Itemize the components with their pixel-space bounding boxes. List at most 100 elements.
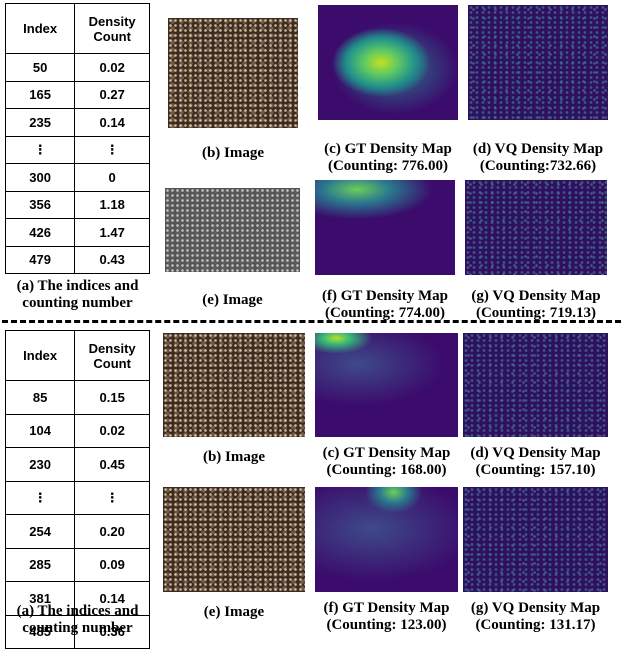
- header-cell: Index: [6, 4, 75, 54]
- table-cell: 300: [6, 164, 75, 192]
- table-cell: 0: [75, 164, 150, 192]
- image-caption: (f) GT Density Map(Counting: 123.00): [307, 600, 467, 634]
- caption-line: (f) GT Density Map: [307, 600, 467, 617]
- image-caption: (e) Image: [153, 292, 313, 309]
- table-row: ⋮⋮: [6, 481, 150, 515]
- crowd-image: [165, 188, 300, 272]
- crowd-image: [168, 18, 298, 128]
- table-cell: 0.15: [75, 381, 150, 415]
- caption-line: (c) GT Density Map: [307, 445, 467, 462]
- density-map: [465, 180, 607, 275]
- table-cell: 0.09: [75, 548, 150, 582]
- header-cell: Index: [6, 331, 75, 381]
- caption-line: (Counting: 131.17): [456, 617, 616, 634]
- image-caption: (e) Image: [154, 604, 314, 621]
- table-cell: 0.02: [75, 414, 150, 448]
- image-caption: (b) Image: [153, 145, 313, 162]
- table-cell: 0.27: [75, 81, 150, 109]
- density-map: [463, 487, 608, 592]
- caption-line: (a) The indices and: [0, 603, 155, 620]
- caption-line: (e) Image: [153, 292, 313, 309]
- crowd-image: [163, 333, 305, 437]
- table-cell: ⋮: [6, 136, 75, 164]
- caption-line: (f) GT Density Map: [305, 288, 465, 305]
- table-cell: 235: [6, 109, 75, 137]
- caption-line: (Counting: 157.10): [456, 462, 616, 479]
- caption-line: (b) Image: [153, 145, 313, 162]
- image-caption: (g) VQ Density Map(Counting: 131.17): [456, 600, 616, 634]
- table-cell: 104: [6, 414, 75, 448]
- table-cell: 0.20: [75, 515, 150, 549]
- table-cell: 50: [6, 54, 75, 82]
- caption-line: (b) Image: [154, 449, 314, 466]
- density-map: [315, 333, 458, 437]
- table-cell: 85: [6, 381, 75, 415]
- table-cell: 356: [6, 191, 75, 219]
- caption-line: (g) VQ Density Map: [456, 600, 616, 617]
- caption-line: (d) VQ Density Map: [456, 445, 616, 462]
- caption-line: (Counting: 168.00): [307, 462, 467, 479]
- density-map: [468, 5, 608, 120]
- caption-line: (Counting: 776.00): [308, 158, 468, 175]
- caption-line: counting number: [0, 620, 155, 637]
- table-cell: ⋮: [6, 481, 75, 515]
- table-cell: 254: [6, 515, 75, 549]
- table-cell: 165: [6, 81, 75, 109]
- image-caption: (d) VQ Density Map(Counting: 157.10): [456, 445, 616, 479]
- caption-line: (g) VQ Density Map: [456, 288, 616, 305]
- header-cell: Density Count: [75, 331, 150, 381]
- image-caption: (f) GT Density Map(Counting: 774.00): [305, 288, 465, 322]
- density-map: [463, 333, 608, 437]
- caption-line: (Counting: 719.13): [456, 305, 616, 322]
- table-cell: 0.02: [75, 54, 150, 82]
- table-cell: 0.14: [75, 109, 150, 137]
- table-cell: 479: [6, 246, 75, 274]
- caption-line: (Counting: 774.00): [305, 305, 465, 322]
- image-caption: (c) GT Density Map(Counting: 168.00): [307, 445, 467, 479]
- crowd-image: [163, 487, 305, 592]
- table-cell: 426: [6, 219, 75, 247]
- table-row: ⋮⋮: [6, 136, 150, 164]
- image-caption: (d) VQ Density Map(Counting:732.66): [458, 141, 618, 175]
- table-cell: 285: [6, 548, 75, 582]
- caption-line: (Counting: 123.00): [307, 617, 467, 634]
- density-map: [315, 180, 455, 275]
- caption-line: (c) GT Density Map: [308, 141, 468, 158]
- table-cell: 1.47: [75, 219, 150, 247]
- density-map: [315, 487, 458, 592]
- image-caption: (c) GT Density Map(Counting: 776.00): [308, 141, 468, 175]
- caption-line: (e) Image: [154, 604, 314, 621]
- table-cell: 230: [6, 448, 75, 482]
- caption-line: counting number: [0, 295, 155, 312]
- table-cell: 0.45: [75, 448, 150, 482]
- image-caption: (b) Image: [154, 449, 314, 466]
- table-row: 3000: [6, 164, 150, 192]
- caption-line: (Counting:732.66): [458, 158, 618, 175]
- density-map: [318, 5, 458, 120]
- header-cell: Density Count: [75, 4, 150, 54]
- table-cell: ⋮: [75, 481, 150, 515]
- table-cell: 0.43: [75, 246, 150, 274]
- image-caption: (g) VQ Density Map(Counting: 719.13): [456, 288, 616, 322]
- table-cell: 1.18: [75, 191, 150, 219]
- caption-line: (a) The indices and: [0, 278, 155, 295]
- table-cell: ⋮: [75, 136, 150, 164]
